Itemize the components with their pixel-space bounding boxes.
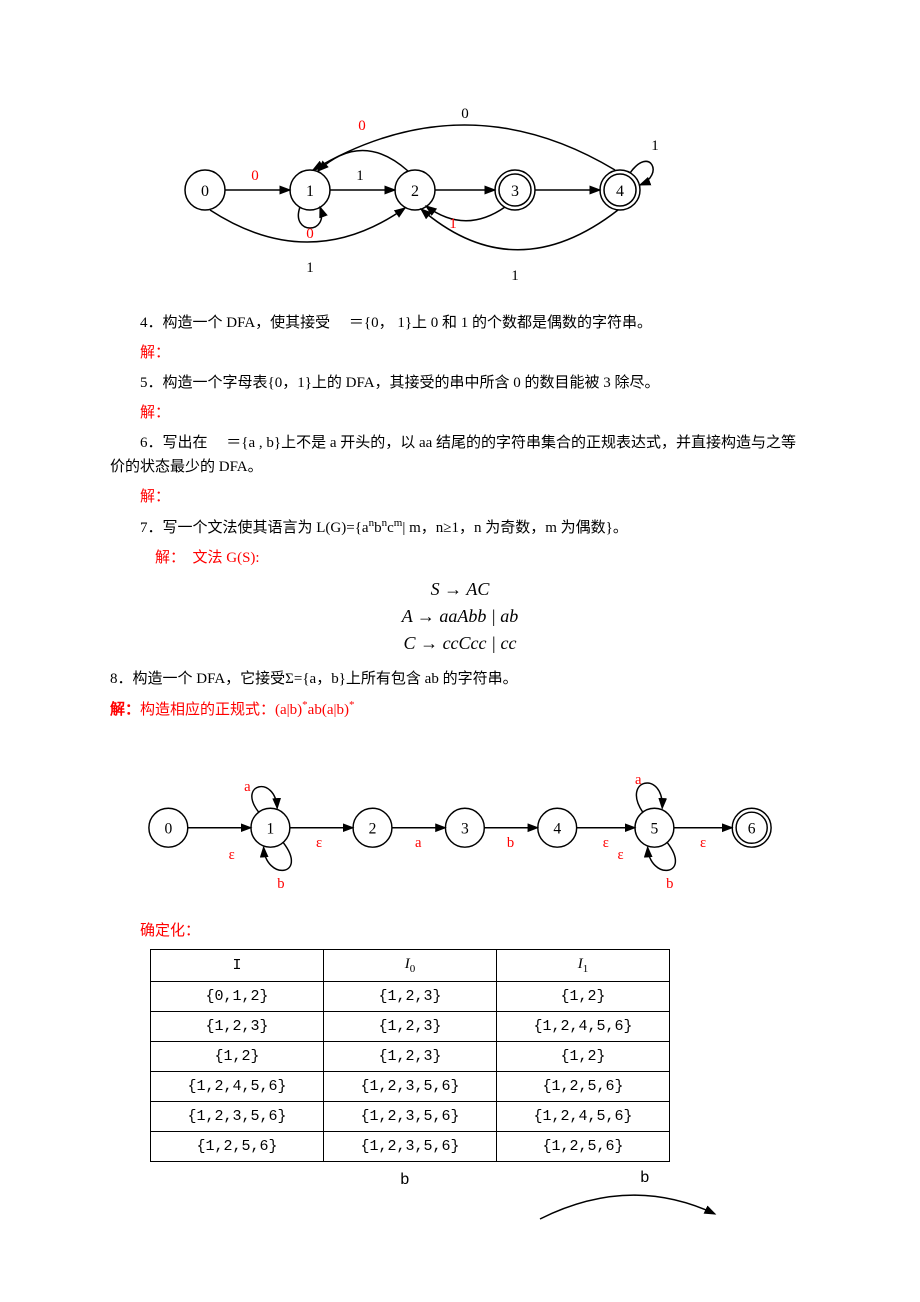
th-I1: I1 [497,950,670,982]
table-header-row: I I0 I1 [151,950,670,982]
m-node-4: 4 [538,808,577,847]
svg-text:ε: ε [618,847,624,863]
answer-7-label: 解： 文法 G(S): [110,546,810,570]
svg-text:3: 3 [511,183,519,200]
m-node-5: 5 [635,808,674,847]
svg-text:6: 6 [748,821,756,838]
answer-4-label: 解： [110,341,810,365]
grammar-block: S → AC A → aaAbb | ab C → ccCcc | cc [110,576,810,657]
th-I0: I0 [324,950,497,982]
q6-text: 写出在 ＝{a , b}上不是 a 开头的，以 aa 结尾的的字符串集合的正规表… [110,435,796,475]
q5-number: 5． [140,375,163,391]
table-row: {1,2}{1,2,3}{1,2} [151,1042,670,1072]
m-node-2: 2 [353,808,392,847]
q7-text-3: c [387,520,394,536]
svg-text:0: 0 [306,226,314,242]
q7-text-1: 写一个文法使其语言为 L(G)={a [163,520,369,536]
node-4: 4 [600,170,640,210]
q4-number: 4． [140,315,163,331]
svg-text:0: 0 [201,183,209,200]
table-row: {0,1,2}{1,2,3}{1,2} [151,982,670,1012]
svg-text:0: 0 [461,106,469,122]
svg-text:b: b [277,876,284,892]
bottom-partial-diagram: b b [110,1164,810,1229]
svg-text:1: 1 [306,183,314,200]
m-node-6: 6 [732,808,771,847]
nfa-diagram-2: 0 1 2 3 4 5 6 ε a b ε ε a b ε [110,728,810,913]
determinization-label: 确定化： [110,919,810,943]
svg-text:a: a [244,779,251,795]
svg-text:b: b [640,1169,650,1187]
svg-text:2: 2 [411,183,419,200]
svg-text:0: 0 [164,821,172,838]
svg-text:b: b [507,835,514,851]
table-row: {1,2,3,5,6}{1,2,3,5,6}{1,2,4,5,6} [151,1102,670,1132]
node-2: 2 [395,170,435,210]
svg-text:3: 3 [461,821,469,838]
question-8: 8．构造一个 DFA，它接受Σ={a，b}上所有包含 ab 的字符串。 [110,667,810,691]
th-I: I [151,950,324,982]
q5-text: 构造一个字母表{0，1}上的 DFA，其接受的串中所含 0 的数目能被 3 除尽… [163,375,660,391]
q6-number: 6． [140,435,163,451]
q8-number: 8． [110,671,133,687]
svg-text:b: b [400,1171,410,1189]
svg-text:a: a [415,835,422,851]
q8-text: 构造一个 DFA，它接受Σ={a，b}上所有包含 ab 的字符串。 [133,671,518,687]
svg-text:b: b [666,876,673,892]
table-row: {1,2,3}{1,2,3}{1,2,4,5,6} [151,1012,670,1042]
svg-text:ε: ε [229,847,235,863]
table-row: {1,2,5,6}{1,2,3,5,6}{1,2,5,6} [151,1132,670,1162]
question-4: 4．构造一个 DFA，使其接受 ＝{0， 1}上 0 和 1 的个数都是偶数的字… [110,311,810,335]
svg-text:4: 4 [553,821,561,838]
question-6: 6．写出在 ＝{a , b}上不是 a 开头的，以 aa 结尾的的字符串集合的正… [110,431,810,479]
svg-text:1: 1 [306,260,314,276]
q4-text: 构造一个 DFA，使其接受 ＝{0， 1}上 0 和 1 的个数都是偶数的字符串… [163,315,653,331]
svg-text:2: 2 [369,821,377,838]
q7-number: 7． [140,520,163,536]
m-node-1: 1 [251,808,290,847]
dfa-diagram-1: 0 1 2 3 4 0 1 [110,90,810,305]
svg-text:ε: ε [700,835,706,851]
question-5: 5．构造一个字母表{0，1}上的 DFA，其接受的串中所含 0 的数目能被 3 … [110,371,810,395]
answer-8: 解：构造相应的正规式：(a|b)*ab(a|b)* [110,697,810,722]
q7-text-2: b [374,520,382,536]
determinization-table: I I0 I1 {0,1,2}{1,2,3}{1,2} {1,2,3}{1,2,… [150,949,670,1162]
svg-text:1: 1 [651,138,659,154]
svg-text:1: 1 [511,268,519,284]
svg-text:5: 5 [651,821,659,838]
svg-text:0: 0 [358,118,366,134]
svg-text:1: 1 [356,168,364,184]
svg-text:ε: ε [316,835,322,851]
question-7: 7．写一个文法使其语言为 L(G)={anbncm| m，n≥1，n 为奇数，m… [110,515,810,540]
node-3: 3 [495,170,535,210]
q7-text-4: | m，n≥1，n 为奇数，m 为偶数}。 [402,520,628,536]
m-node-0: 0 [149,808,188,847]
svg-text:a: a [635,772,642,788]
node-0: 0 [185,170,225,210]
answer-6-label: 解： [110,485,810,509]
answer-5-label: 解： [110,401,810,425]
svg-text:4: 4 [616,183,624,200]
svg-text:ε: ε [603,835,609,851]
table-row: {1,2,4,5,6}{1,2,3,5,6}{1,2,5,6} [151,1072,670,1102]
svg-text:0: 0 [251,168,259,184]
svg-text:1: 1 [267,821,275,838]
node-1: 1 [290,170,330,210]
m-node-3: 3 [445,808,484,847]
